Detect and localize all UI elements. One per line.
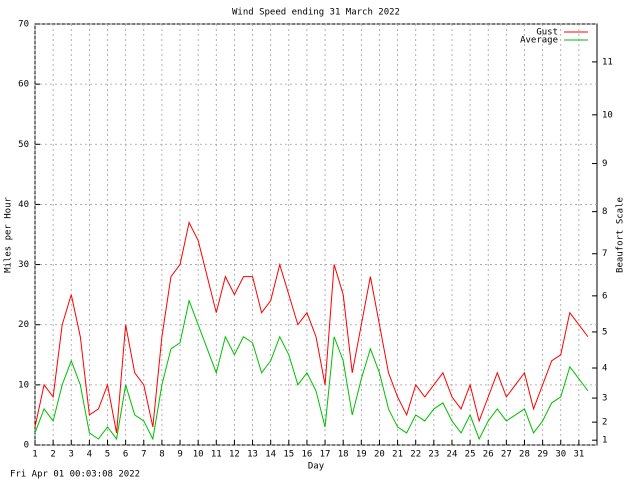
chart-title: Wind Speed ending 31 March 2022 bbox=[232, 8, 400, 18]
y2-tick-label: 9 bbox=[602, 159, 607, 169]
y-tick-label: 30 bbox=[18, 260, 29, 270]
y2-tick-label: 8 bbox=[602, 207, 607, 217]
x-tick-label: 24 bbox=[447, 450, 458, 460]
y-tick-label: 20 bbox=[18, 320, 29, 330]
y-tick-label: 60 bbox=[18, 80, 29, 90]
footer: Fri Apr 01 00:03:08 2022 bbox=[10, 470, 140, 480]
x-tick-label: 21 bbox=[392, 450, 403, 460]
x-tick-label: 9 bbox=[177, 450, 182, 460]
x-tick-label: 27 bbox=[501, 450, 512, 460]
x-tick-label: 2 bbox=[50, 450, 55, 460]
x-tick-label: 13 bbox=[247, 450, 258, 460]
y2-tick-label: 1 bbox=[602, 436, 607, 446]
x-tick-label: 23 bbox=[428, 450, 439, 460]
x-tick-label: 7 bbox=[141, 450, 146, 460]
x-tick-label: 20 bbox=[374, 450, 385, 460]
x-tick-label: 10 bbox=[193, 450, 204, 460]
x-tick-label: 29 bbox=[537, 450, 548, 460]
x-tick-label: 14 bbox=[265, 450, 276, 460]
y-tick-label: 0 bbox=[24, 441, 29, 451]
x-tick-label: 18 bbox=[338, 450, 349, 460]
x-tick-label: 11 bbox=[211, 450, 222, 460]
x-tick-label: 16 bbox=[302, 450, 313, 460]
x-tick-label: 5 bbox=[105, 450, 110, 460]
x-tick-label: 17 bbox=[320, 450, 331, 460]
series-line bbox=[34, 220, 589, 434]
x-tick-label: 26 bbox=[483, 450, 494, 460]
y2-tick-label: 2 bbox=[602, 418, 607, 428]
y-tick-label: 40 bbox=[18, 200, 29, 210]
x-tick-label: 25 bbox=[465, 450, 476, 460]
y-tick-label: 10 bbox=[18, 380, 29, 390]
plot-frame bbox=[34, 23, 598, 446]
x-tick-label: 8 bbox=[159, 450, 164, 460]
x-tick-label: 31 bbox=[573, 450, 584, 460]
x-tick-label: 3 bbox=[69, 450, 74, 460]
x-tick-label: 6 bbox=[123, 450, 128, 460]
x-tick-label: 30 bbox=[555, 450, 566, 460]
y2-tick-label: 6 bbox=[602, 291, 607, 301]
x-tick-label: 12 bbox=[229, 450, 240, 460]
x-axis-label: Day bbox=[308, 462, 325, 472]
y-axis-label: Miles per Hour bbox=[4, 196, 14, 272]
y2-tick-label: 11 bbox=[602, 57, 613, 67]
legend-label: Gust bbox=[536, 28, 558, 38]
legend-label: Average bbox=[520, 36, 558, 46]
x-tick-label: 4 bbox=[87, 450, 92, 460]
y2-tick-label: 3 bbox=[602, 394, 607, 404]
x-tick-label: 19 bbox=[356, 450, 367, 460]
x-tick-label: 22 bbox=[410, 450, 421, 460]
y2-tick-label: 7 bbox=[602, 249, 607, 259]
y-tick-label: 50 bbox=[18, 140, 29, 150]
y2-tick-label: 10 bbox=[602, 110, 613, 120]
y2-axis-label: Beaufort Scale bbox=[616, 197, 626, 273]
x-tick-label: 1 bbox=[32, 450, 37, 460]
y-tick-label: 70 bbox=[18, 20, 29, 30]
series-line bbox=[34, 298, 589, 441]
y2-tick-label: 5 bbox=[602, 327, 607, 337]
x-tick-label: 28 bbox=[519, 450, 530, 460]
x-tick-label: 15 bbox=[283, 450, 294, 460]
y2-tick-label: 4 bbox=[602, 364, 607, 374]
